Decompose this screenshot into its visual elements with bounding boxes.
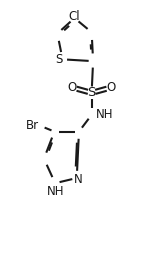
- Text: NH: NH: [96, 108, 114, 121]
- Text: NH: NH: [46, 185, 64, 198]
- Text: Cl: Cl: [69, 10, 80, 23]
- Text: N: N: [74, 173, 83, 186]
- Text: S: S: [55, 53, 63, 66]
- Text: O: O: [68, 81, 77, 94]
- Text: Br: Br: [26, 119, 39, 132]
- Text: S: S: [87, 86, 96, 99]
- Text: O: O: [106, 81, 116, 94]
